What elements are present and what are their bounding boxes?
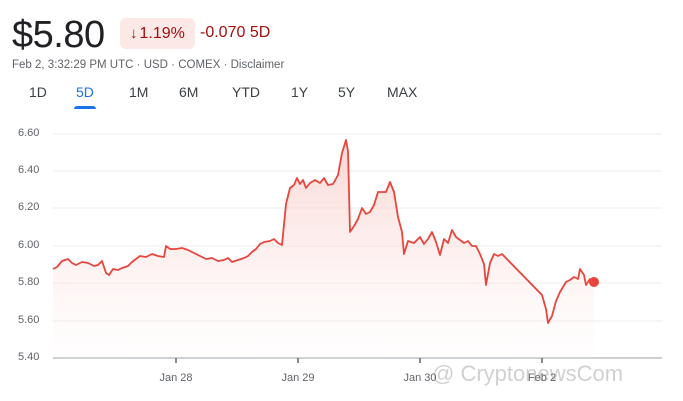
tab-1y[interactable]: 1Y (291, 84, 309, 100)
disclaimer-link[interactable]: Disclaimer (230, 59, 285, 71)
x-ticks (175, 358, 543, 363)
watermark-text: @ CryptonewsCom (432, 361, 624, 386)
y-tick-label: 6.20 (18, 201, 40, 213)
y-tick-label: 5.40 (18, 351, 40, 363)
price-line (52, 139, 595, 324)
tab-ytd[interactable]: YTD (232, 84, 260, 100)
last-price-dot (589, 277, 599, 287)
price-chart[interactable]: 6.60 6.40 6.20 6.00 5.80 5.60 5.40 (0, 115, 683, 401)
tab-1d[interactable]: 1D (29, 84, 47, 100)
current-price: $5.80 (12, 14, 105, 56)
x-tick-label: Feb 2 (527, 372, 557, 384)
arrow-down-icon: ↓ (130, 25, 138, 42)
tab-5y[interactable]: 5Y (338, 84, 356, 100)
change-percent-badge: ↓ 1.19% (120, 18, 195, 49)
tab-6m[interactable]: 6M (179, 84, 199, 100)
chart-plot (52, 133, 662, 363)
x-tick-label: Jan 30 (403, 372, 437, 384)
currency: USD (143, 59, 168, 71)
area-fill (53, 140, 594, 358)
exchange: COMEX (178, 59, 221, 71)
y-tick-label: 6.40 (18, 164, 40, 176)
y-tick-label: 5.80 (18, 276, 40, 288)
change-absolute: -0.070 5D (200, 24, 271, 41)
tab-5d[interactable]: 5D (74, 84, 96, 109)
quote-meta: Feb 2, 3:32:29 PM UTC · USD · COMEX · Di… (12, 59, 285, 71)
tab-max[interactable]: MAX (387, 84, 418, 100)
y-tick-label: 5.60 (18, 314, 40, 326)
y-tick-label: 6.60 (18, 127, 40, 139)
x-tick-label: Jan 29 (281, 372, 315, 384)
tab-1m[interactable]: 1M (129, 84, 149, 100)
x-tick-label: Jan 28 (159, 372, 193, 384)
change-percent: 1.19% (139, 24, 185, 42)
timestamp: Feb 2, 3:32:29 PM UTC (12, 59, 134, 71)
y-tick-label: 6.00 (18, 239, 40, 251)
